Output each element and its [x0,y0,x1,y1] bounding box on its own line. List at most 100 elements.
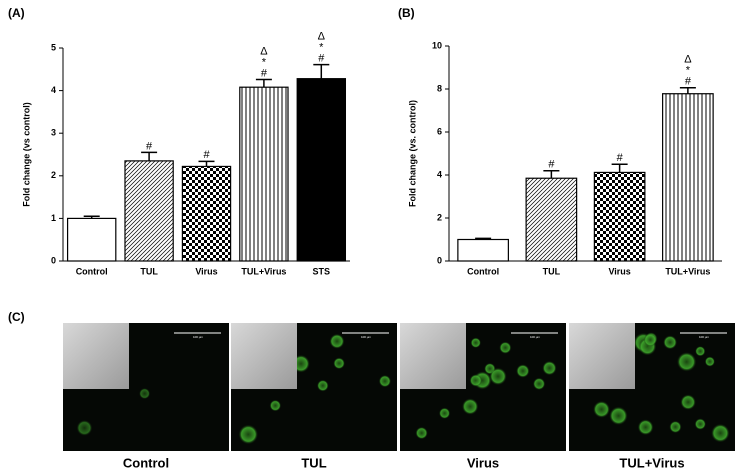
bar [296,78,347,262]
cell [461,398,479,415]
cell [438,407,451,419]
cell [704,356,715,367]
panel-label: (A) [8,6,25,20]
bar [593,171,646,262]
cell [415,426,428,440]
panel-label: (C) [8,310,25,324]
significance-marker: # [203,149,210,161]
error-bar [313,63,330,79]
bar [124,160,174,262]
cell [329,333,345,349]
micrograph-caption: TUL [301,455,326,470]
cell [609,406,628,426]
y-tick-label: 4 [437,169,442,179]
cell [316,379,329,392]
y-tick-label: 2 [51,170,56,180]
bar [66,217,117,262]
significance-marker: * [319,42,324,54]
inset [63,323,129,389]
cell [676,352,697,372]
error-bar [83,215,100,219]
x-tick-label: Control [76,266,108,276]
cell [333,357,345,370]
inset [231,323,297,389]
significance-marker: Δ [260,45,268,57]
significance-marker: # [146,140,153,152]
y-tick-label: 10 [432,40,442,50]
cell [469,374,483,387]
significance-marker: * [686,65,691,77]
micrograph: 100 µm [63,323,229,451]
significance-marker: # [685,76,692,88]
significance-marker: Δ [318,31,326,43]
bar [239,86,289,262]
cell [516,364,530,378]
inset [400,323,466,389]
bar [662,93,714,262]
cell [663,335,678,350]
cell [637,419,654,436]
scale-bar-label: 100 µm [361,335,372,339]
cell [695,346,706,357]
y-tick-label: 0 [51,255,56,265]
y-tick-label: 0 [437,255,442,265]
x-tick-label: TUL+Virus [665,266,710,276]
significance-marker: # [548,159,555,171]
y-tick-label: 1 [51,213,56,223]
x-tick-label: TUL+Virus [241,266,286,276]
y-axis-label: Fold change (vs. control) [407,100,417,207]
significance-marker: # [617,152,624,164]
cell [76,419,93,436]
bar [181,165,232,262]
x-tick-label: Virus [608,266,630,276]
y-tick-label: 3 [51,128,56,138]
cell [711,423,730,443]
scale-bar-label: 100 µm [193,335,204,339]
micrograph-caption: Virus [467,455,499,470]
significance-marker: # [318,53,325,65]
micrograph: 100 µm [400,323,566,451]
y-tick-label: 4 [51,85,56,95]
error-bar [141,151,158,161]
error-bar [543,169,560,179]
cell [669,420,682,434]
cell [680,394,696,410]
cell [643,333,658,347]
y-tick-label: 8 [437,83,442,93]
error-bar [198,160,215,167]
y-axis-label: Fold change (vs control) [21,102,31,207]
bar [525,177,578,262]
significance-marker: * [262,56,267,68]
error-bar [475,237,492,240]
x-tick-label: TUL [140,266,158,276]
x-tick-label: Virus [195,266,217,276]
cell [542,360,557,376]
cell [489,367,507,386]
cell [139,387,151,400]
scale-bar-label: 100 µm [530,335,541,339]
cell [269,399,282,412]
cell [470,337,481,348]
cell [499,341,512,354]
micrograph-caption: TUL+Virus [619,455,684,470]
x-tick-label: TUL [543,266,561,276]
scale-bar-label: 100 µm [699,335,710,339]
error-bar [679,86,696,94]
cell [694,418,707,430]
significance-marker: Δ [684,54,692,66]
inset [569,323,635,389]
y-tick-label: 6 [437,126,442,136]
micrograph: 100 µm [569,323,735,451]
error-bar [255,78,272,88]
cell [378,374,392,388]
micrograph: 100 µm [231,323,397,451]
significance-marker: # [261,67,268,79]
cell [238,424,259,445]
error-bar [611,163,628,173]
y-tick-label: 2 [437,212,442,222]
micrograph-caption: Control [123,455,169,470]
cell [532,377,546,391]
panel-label: (B) [398,6,415,20]
bar [457,238,509,262]
